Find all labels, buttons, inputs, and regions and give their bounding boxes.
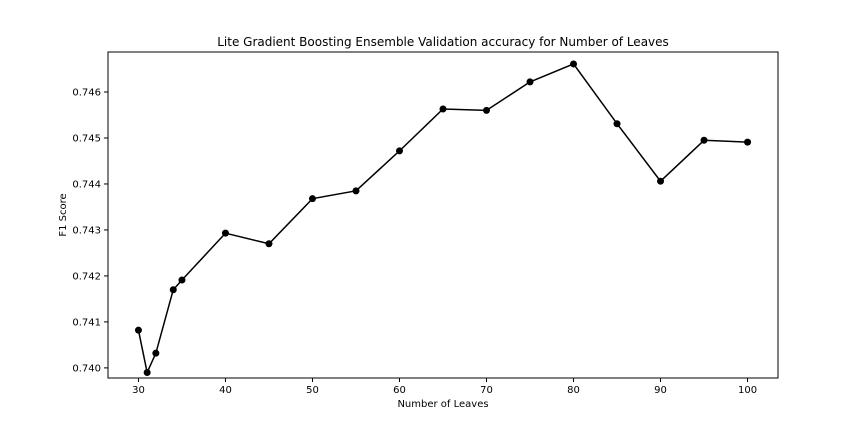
plot-area: 30 40 50 60 70 80 90 100 0.740 0.741 0.742 0.743 0.7…: [72, 51, 779, 396]
y-tick-label: 0.744: [72, 179, 101, 190]
data-point: [308, 195, 316, 203]
data-point: [134, 326, 142, 334]
y-tick-label: 0.742: [72, 271, 101, 282]
data-point: [483, 106, 491, 114]
y-axis-label: F1 Score: [58, 193, 69, 236]
data-point: [143, 368, 151, 376]
y-tick-label: 0.746: [72, 88, 101, 99]
x-tick-label: 70: [480, 385, 493, 396]
data-point: [178, 276, 186, 284]
y-tick-label: 0.745: [72, 133, 101, 144]
plot-frame: [107, 51, 779, 379]
data-point: [152, 349, 160, 357]
data-point: [265, 240, 273, 248]
y-tick-label: 0.743: [72, 225, 101, 236]
x-tick-label: 30: [132, 385, 145, 396]
x-tick-label: 90: [654, 385, 667, 396]
data-point: [657, 177, 665, 185]
data-point: [700, 136, 708, 144]
x-axis-label: Number of Leaves: [397, 399, 488, 410]
x-tick-label: 80: [567, 385, 580, 396]
chart-title: Lite Gradient Boosting Ensemble Validati…: [217, 35, 669, 49]
data-point: [221, 229, 229, 237]
data-point: [439, 105, 447, 113]
data-point: [169, 286, 177, 294]
y-tick-label: 0.741: [72, 317, 101, 328]
x-tick-label: 40: [219, 385, 232, 396]
data-point: [744, 138, 752, 146]
series-line: [137, 63, 748, 375]
data-point: [395, 147, 403, 155]
x-tick-label: 60: [393, 385, 406, 396]
data-point: [613, 120, 621, 128]
x-tick-label: 100: [738, 385, 757, 396]
data-point: [352, 187, 360, 195]
x-tick-label: 50: [306, 385, 319, 396]
y-tick-label: 0.740: [72, 363, 101, 374]
data-point: [526, 78, 534, 86]
data-point: [570, 60, 578, 68]
